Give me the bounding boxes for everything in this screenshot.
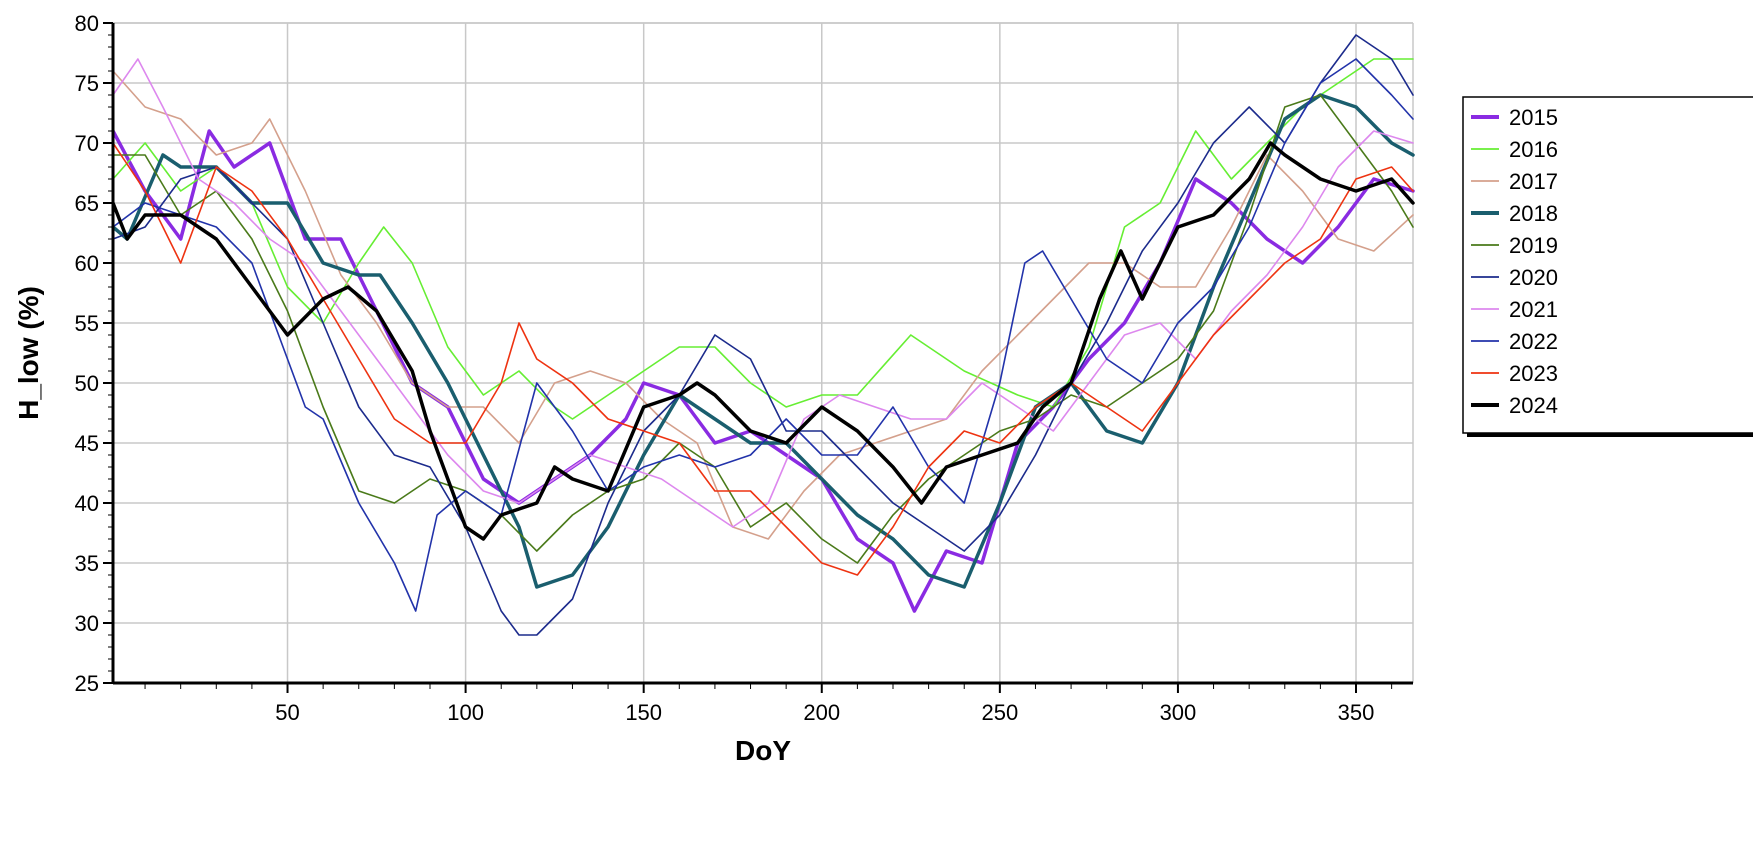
legend-label-2018: 2018 bbox=[1509, 201, 1558, 226]
series-line-2024 bbox=[111, 141, 1415, 541]
y-tick-label: 30 bbox=[75, 611, 99, 636]
x-tick-label: 350 bbox=[1338, 700, 1375, 725]
y-tick-label: 75 bbox=[75, 71, 99, 96]
legend-label-2021: 2021 bbox=[1509, 297, 1558, 322]
legend-label-2024: 2024 bbox=[1509, 393, 1558, 418]
legend-box bbox=[1462, 96, 1753, 434]
series-line-2017 bbox=[112, 70, 1414, 540]
legend-label-2017: 2017 bbox=[1509, 169, 1558, 194]
x-tick-label: 200 bbox=[803, 700, 840, 725]
y-tick-label: 40 bbox=[75, 491, 99, 516]
x-tick-label: 150 bbox=[625, 700, 662, 725]
x-tick-label: 300 bbox=[1160, 700, 1197, 725]
legend-label-2022: 2022 bbox=[1509, 329, 1558, 354]
legend-label-2023: 2023 bbox=[1509, 361, 1558, 386]
y-tick-label: 25 bbox=[75, 671, 99, 696]
x-tick-label: 250 bbox=[981, 700, 1018, 725]
y-tick-label: 80 bbox=[75, 11, 99, 36]
legend: 2015 2016 2017 2018 2019 2020 2021 2022 2023 2024 bbox=[1462, 96, 1753, 437]
series-line-2020 bbox=[112, 34, 1414, 636]
series-line-2019 bbox=[112, 94, 1414, 564]
legend-label-2020: 2020 bbox=[1509, 265, 1558, 290]
y-tick-label: 35 bbox=[75, 551, 99, 576]
y-tick-label: 55 bbox=[75, 311, 99, 336]
x-axis-title: DoY bbox=[735, 735, 791, 766]
legend-label-2015: 2015 bbox=[1509, 105, 1558, 130]
grid-layer bbox=[113, 22, 1414, 684]
legend-label-2016: 2016 bbox=[1509, 137, 1558, 162]
series-layer bbox=[111, 34, 1415, 636]
axes-layer: 50 100 150 200 250 300 350 25 30 35 40 45 50 55 60 65 70… bbox=[75, 11, 1413, 725]
y-axis-title: H_low (%) bbox=[13, 286, 44, 420]
y-tick-label: 65 bbox=[75, 191, 99, 216]
series-line-2021 bbox=[112, 58, 1414, 528]
y-tick-label: 60 bbox=[75, 251, 99, 276]
y-tick-label: 70 bbox=[75, 131, 99, 156]
series-line-2022 bbox=[112, 58, 1414, 612]
y-tick-label: 45 bbox=[75, 431, 99, 456]
series-line-2023 bbox=[112, 142, 1414, 576]
legend-label-2019: 2019 bbox=[1509, 233, 1558, 258]
x-tick-label: 100 bbox=[447, 700, 484, 725]
y-tick-label: 50 bbox=[75, 371, 99, 396]
series-line-2018 bbox=[111, 93, 1415, 589]
x-tick-label: 50 bbox=[275, 700, 299, 725]
